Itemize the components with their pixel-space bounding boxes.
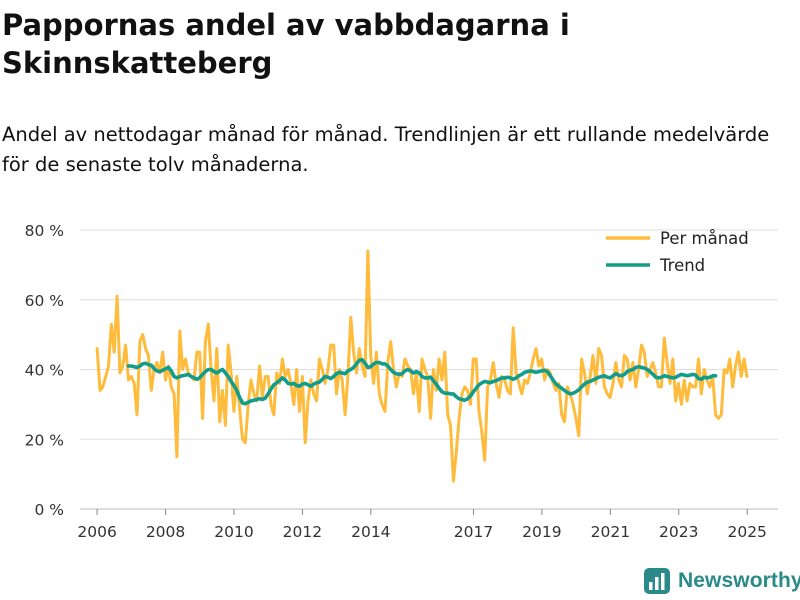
line-chart: 0 % 20 % 40 % 60 % 80 % 2006 2008 2010 2012 2014…: [25, 222, 778, 541]
x-tick-label: 2025: [727, 523, 766, 541]
brand-logo: Newsworthy: [644, 568, 800, 594]
y-tick-label: 40 %: [25, 362, 64, 380]
x-axis: 2006 2008 2010 2012 2014 2017 2019 2021 2023 2025: [77, 509, 767, 541]
y-tick-label: 0 %: [34, 501, 64, 519]
x-tick-label: 2023: [659, 523, 698, 541]
series-line-trend: [126, 357, 718, 406]
y-tick-label: 80 %: [25, 222, 64, 240]
x-tick-label: 2012: [283, 523, 322, 541]
y-tick-label: 60 %: [25, 292, 64, 310]
legend-label-trend: Trend: [659, 256, 705, 275]
x-tick-label: 2010: [214, 523, 253, 541]
legend: Per månad Trend: [606, 229, 749, 275]
x-tick-label: 2014: [351, 523, 390, 541]
x-tick-label: 2019: [522, 523, 561, 541]
y-tick-label: 20 %: [25, 431, 64, 449]
x-tick-label: 2008: [146, 523, 185, 541]
legend-label-per-manad: Per månad: [660, 229, 749, 248]
chart-title: Pappornas andel av vabbdagarna i Skinnsk…: [2, 8, 570, 80]
series-group: [95, 249, 749, 483]
x-tick-label: 2017: [454, 523, 493, 541]
newsworthy-logo-icon: [644, 568, 670, 594]
x-tick-label: 2021: [591, 523, 630, 541]
y-axis: 0 % 20 % 40 % 60 % 80 %: [25, 222, 64, 519]
brand-name: Newsworthy: [678, 569, 800, 592]
x-tick-label: 2006: [77, 523, 116, 541]
series-line-per-manad: [95, 249, 749, 483]
chart-subtitle: Andel av nettodagar månad för månad. Tre…: [2, 123, 770, 176]
